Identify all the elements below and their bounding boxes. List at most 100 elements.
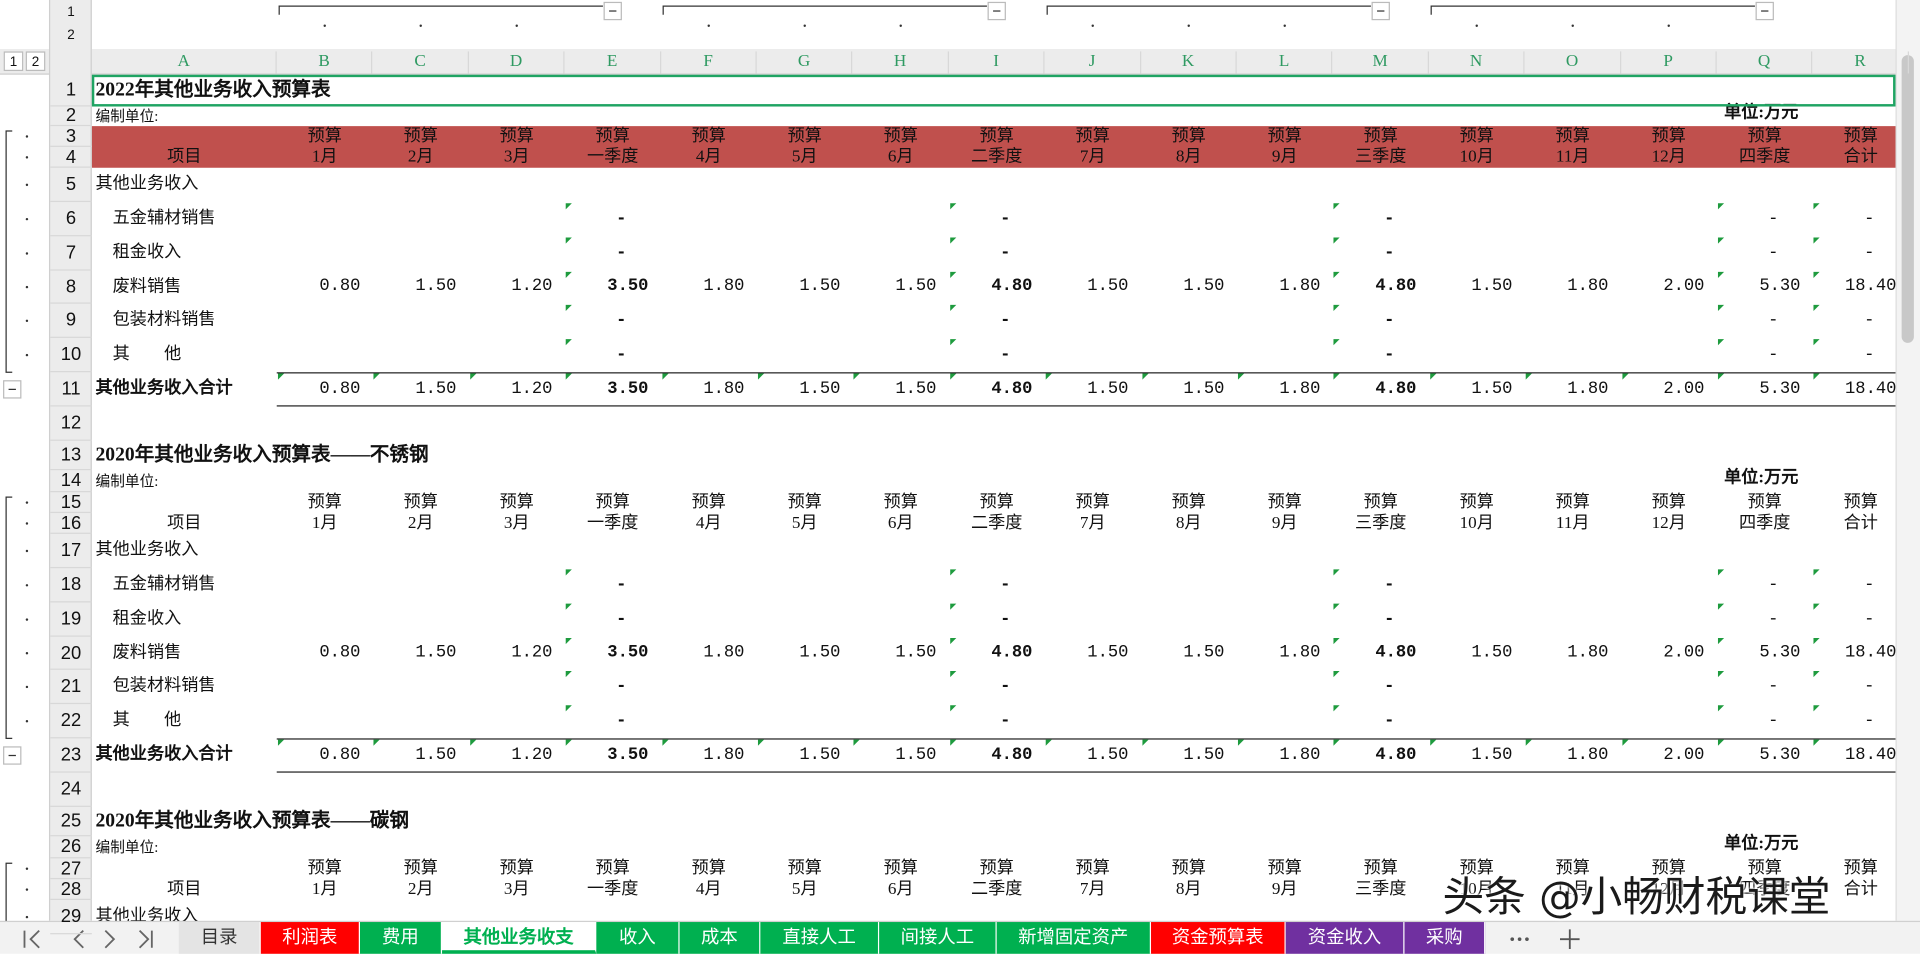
column-letter[interactable]: B bbox=[277, 51, 373, 74]
row-number[interactable]: 1 bbox=[50, 75, 92, 107]
row-number[interactable]: 21 bbox=[50, 670, 92, 705]
column-letter[interactable]: C bbox=[373, 51, 469, 74]
column-letter[interactable]: H bbox=[853, 51, 949, 74]
row-number[interactable]: 7 bbox=[50, 236, 92, 271]
column-letter[interactable]: P bbox=[1621, 51, 1717, 74]
column-letter[interactable]: M bbox=[1333, 51, 1429, 74]
sheet-tab[interactable]: 间接人工 bbox=[879, 922, 997, 954]
error-indicator bbox=[1813, 637, 1821, 645]
error-indicator bbox=[1621, 373, 1629, 380]
sheet-tab[interactable]: 收入 bbox=[596, 922, 680, 954]
row-number[interactable]: 29 bbox=[50, 900, 92, 935]
row-number[interactable]: 20 bbox=[50, 637, 92, 670]
row-number[interactable]: 8 bbox=[50, 271, 92, 304]
outline-level-button[interactable]: 1 bbox=[3, 51, 24, 72]
cell-value: 4.80 bbox=[1375, 642, 1417, 663]
outline-dot bbox=[25, 867, 29, 870]
sheet-tab[interactable]: 利润表 bbox=[260, 922, 360, 954]
row-number[interactable]: 18 bbox=[50, 568, 92, 603]
column-letter[interactable]: K bbox=[1141, 51, 1237, 74]
column-letter[interactable]: R bbox=[1813, 51, 1909, 74]
row-number[interactable]: 27 bbox=[50, 858, 92, 880]
sheet-tab[interactable]: 采购 bbox=[1404, 922, 1486, 954]
row-number[interactable]: 9 bbox=[50, 304, 92, 338]
cell-value: 1.50 bbox=[415, 379, 457, 400]
column-letter[interactable]: F bbox=[661, 51, 757, 74]
sheet-tab[interactable]: 资金预算表 bbox=[1151, 922, 1286, 954]
row-number[interactable]: 17 bbox=[50, 534, 92, 569]
column-letter[interactable]: L bbox=[1237, 51, 1333, 74]
row-number[interactable]: 19 bbox=[50, 602, 92, 637]
column-letter[interactable]: D bbox=[469, 51, 565, 74]
column-letter[interactable]: A bbox=[92, 51, 277, 74]
outline-bracket bbox=[662, 5, 987, 15]
row-label: 包装材料销售 bbox=[112, 311, 216, 330]
sheet-tab[interactable]: 成本 bbox=[679, 922, 761, 954]
sheet-tab[interactable]: 目录 bbox=[178, 922, 261, 954]
sheet-tab[interactable]: 资金收入 bbox=[1285, 922, 1405, 954]
row-number[interactable]: 13 bbox=[50, 441, 92, 471]
cell-value: 1.50 bbox=[1087, 642, 1129, 663]
outline-level-button[interactable]: 2 bbox=[25, 51, 46, 72]
row-number[interactable]: 6 bbox=[50, 202, 92, 237]
cell-value: 1.50 bbox=[895, 642, 937, 663]
row-number[interactable]: 25 bbox=[50, 807, 92, 837]
cell-grid: 2022年其他业务收入预算表 编制单位: 单位:万元 预算 预算 预算 预算 预算 预算 预算 预算… bbox=[91, 75, 1896, 921]
header-cell: 预算 bbox=[307, 859, 342, 878]
header-cell: 7月 bbox=[1079, 148, 1106, 167]
header-cell: 预算 bbox=[1843, 493, 1878, 512]
column-letter[interactable]: I bbox=[949, 51, 1045, 74]
outline-dot bbox=[323, 24, 326, 27]
cell-value: - bbox=[1864, 575, 1875, 596]
cell-value: 1.80 bbox=[703, 745, 745, 766]
row-number[interactable]: 26 bbox=[50, 836, 92, 859]
outline-bracket bbox=[5, 496, 13, 739]
outline-dot bbox=[1187, 24, 1190, 27]
unit-label: 编制单位: bbox=[95, 472, 159, 490]
error-indicator bbox=[853, 739, 861, 746]
row-number[interactable]: 3 bbox=[50, 126, 92, 147]
scroll-thumb[interactable] bbox=[1901, 55, 1914, 343]
column-letter[interactable]: N bbox=[1429, 51, 1525, 74]
sheet-tab[interactable]: 直接人工 bbox=[760, 922, 880, 954]
row-label: 五金辅材销售 bbox=[112, 575, 216, 594]
tab-more-add[interactable] bbox=[1509, 927, 1582, 951]
cell-value: 1.20 bbox=[511, 642, 553, 663]
column-letter[interactable]: O bbox=[1525, 51, 1621, 74]
outline-bracket bbox=[5, 862, 13, 921]
outline-dot bbox=[25, 353, 29, 357]
error-indicator bbox=[661, 739, 669, 746]
error-indicator bbox=[565, 739, 573, 746]
row-number[interactable]: 4 bbox=[50, 147, 92, 168]
cell-value: 1.80 bbox=[703, 379, 745, 400]
header-cell: 5月 bbox=[791, 148, 818, 167]
row-number[interactable]: 11 bbox=[50, 372, 92, 407]
sheet-tab[interactable]: 其他业务收支 bbox=[442, 922, 597, 954]
error-indicator bbox=[277, 373, 285, 380]
row-number[interactable]: 24 bbox=[50, 773, 92, 807]
error-indicator bbox=[1813, 203, 1821, 210]
sheet-tab[interactable]: 新增固定资产 bbox=[996, 922, 1152, 954]
column-letter[interactable]: Q bbox=[1717, 51, 1813, 74]
row-number[interactable]: 2 bbox=[50, 106, 92, 127]
column-letter[interactable]: J bbox=[1045, 51, 1141, 74]
sheet-tab[interactable]: 费用 bbox=[360, 922, 443, 954]
row-number[interactable]: 23 bbox=[50, 738, 92, 773]
cell-value: 4.80 bbox=[991, 276, 1033, 297]
row-number[interactable]: 28 bbox=[50, 879, 92, 900]
row-number[interactable]: 10 bbox=[50, 338, 92, 373]
cell-value: - bbox=[1000, 609, 1011, 630]
header-cell: 2月 bbox=[407, 148, 434, 167]
cell-value: - bbox=[1864, 711, 1875, 732]
header-cell: 8月 bbox=[1175, 148, 1202, 167]
row-number[interactable]: 5 bbox=[50, 168, 92, 203]
column-letter[interactable]: E bbox=[565, 51, 661, 74]
vertical-scrollbar[interactable] bbox=[1895, 0, 1920, 921]
column-letter[interactable]: G bbox=[757, 51, 853, 74]
cell-value: 1.50 bbox=[799, 745, 841, 766]
row-number[interactable]: 16 bbox=[50, 513, 92, 534]
row-number[interactable]: 22 bbox=[50, 704, 92, 739]
row-number[interactable]: 15 bbox=[50, 492, 92, 514]
row-number[interactable]: 14 bbox=[50, 470, 92, 493]
row-number[interactable]: 12 bbox=[50, 407, 92, 441]
